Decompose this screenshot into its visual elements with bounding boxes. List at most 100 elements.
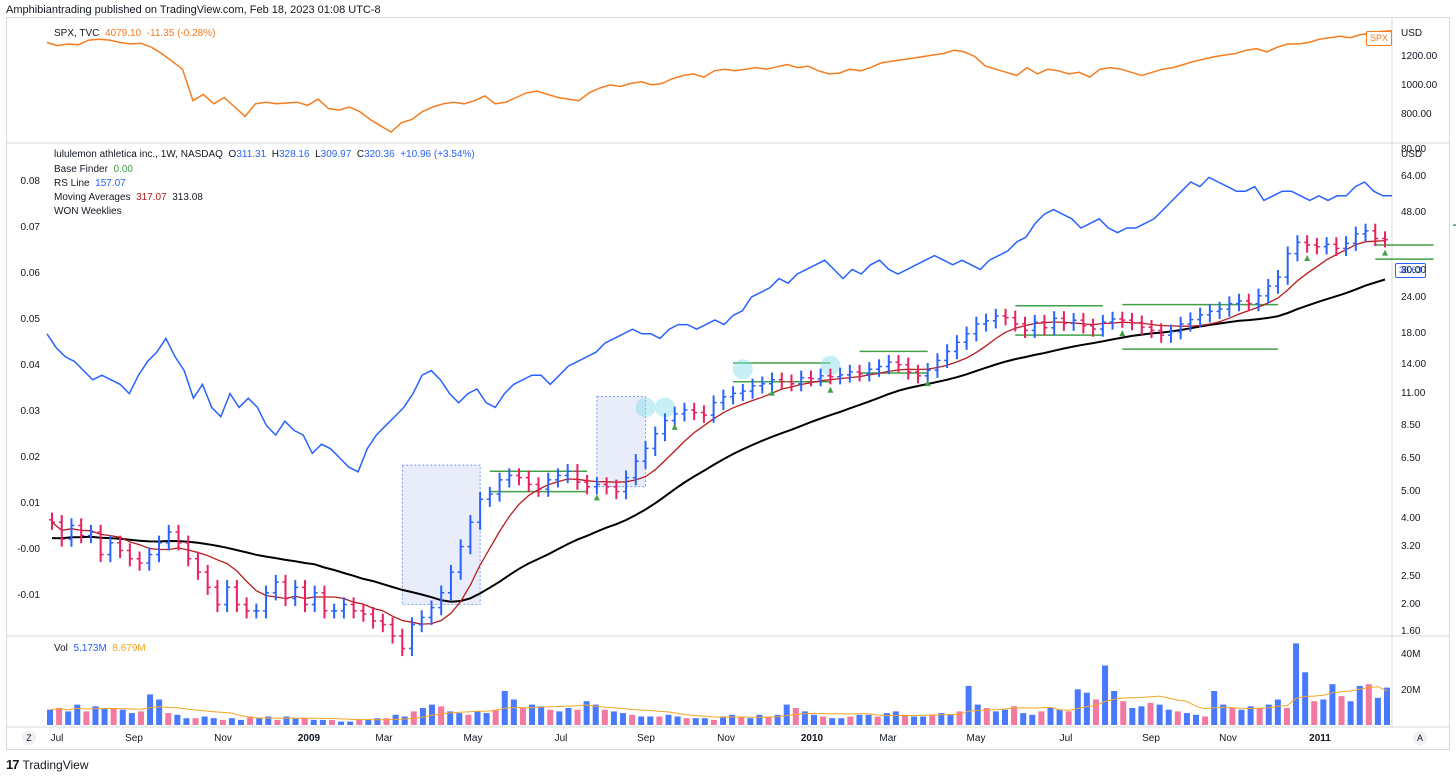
volume-bar (592, 704, 599, 725)
volume-bar (674, 716, 681, 725)
volume-bar (883, 713, 890, 725)
volume-bar (692, 718, 699, 725)
volume-bar (1174, 711, 1181, 725)
volume-bar (56, 708, 63, 725)
volume-bar (1347, 701, 1354, 725)
volume-bar (929, 714, 936, 725)
volume-bar (147, 694, 154, 725)
rs-tick-label: 0.03 (20, 406, 40, 417)
pivot-triangle (827, 386, 834, 393)
time-axis-label: May (463, 733, 483, 744)
volume-bar (710, 719, 717, 725)
time-axis-label: Nov (717, 733, 735, 744)
pivot-triangle (1382, 249, 1388, 256)
rs-tick-label: 0.01 (20, 498, 40, 509)
time-axis-label: Jul (554, 733, 568, 744)
volume-bar (383, 718, 390, 725)
volume-bar (1147, 702, 1154, 725)
volume-bar (1374, 697, 1381, 725)
price-tick-label: 18.00 (1401, 327, 1427, 339)
rs-line (46, 176, 1392, 473)
price-tick-label: 24.00 (1401, 292, 1427, 304)
volume-bar (701, 718, 708, 725)
vol-label: Vol (54, 643, 68, 654)
main-price-tag: 38.63 (1395, 263, 1426, 278)
price-tick-label: 48.00 (1401, 206, 1427, 218)
volume-bar (856, 714, 863, 725)
volume-bar (174, 714, 181, 725)
volume-bar (1256, 708, 1263, 725)
volume-bar (265, 716, 272, 725)
volume-ma-line (49, 686, 1388, 721)
volume-bar (1065, 711, 1072, 725)
volume-bar (1165, 709, 1172, 725)
publish-header: Amphibiantrading published on TradingVie… (6, 4, 381, 16)
volume-bar (656, 716, 663, 725)
volume-bar (1120, 701, 1127, 725)
rs-tick-label: 0.05 (20, 314, 40, 325)
volume-bar (920, 716, 927, 725)
volume-bar (1102, 665, 1109, 725)
volume-bar (492, 709, 499, 725)
time-axis-label: Jul (1059, 733, 1073, 744)
rs-value: 157.07 (95, 178, 126, 189)
volume-bar (1202, 716, 1209, 725)
won-legend: WON Weeklies (54, 206, 122, 217)
volume-bar (1138, 706, 1145, 725)
change-value: +10.96 (+3.54%) (400, 149, 475, 160)
volume-bar (901, 714, 908, 725)
price-tick-label: 14.00 (1401, 358, 1427, 370)
time-axis-label: Jul (50, 733, 64, 744)
volume-bar (792, 708, 799, 725)
z-button[interactable]: Z (22, 731, 36, 745)
volume-bar (729, 714, 736, 725)
high-label: H (271, 149, 279, 160)
price-tick-label: 3.20 (1401, 540, 1421, 552)
price-tick-label: 8.50 (1401, 420, 1421, 432)
volume-bar (765, 716, 772, 725)
rs-legend: RS Line 157.07 (54, 178, 126, 189)
vol-ma-value: 8.679M (112, 643, 146, 654)
volume-bar (1311, 701, 1318, 725)
volume-bar (338, 721, 345, 725)
volume-bar (811, 714, 817, 725)
pivot-triangle (769, 389, 776, 396)
volume-bar (547, 709, 554, 725)
auto-scale-button[interactable]: A (1413, 731, 1427, 745)
volume-bar (747, 718, 754, 725)
spx-tick-1200: 1200.00 (1401, 51, 1438, 62)
highlight-circle (654, 397, 675, 418)
main-legend-title-row: lululemon athletica inc., 1W, NASDAQ O31… (54, 149, 475, 160)
spx-change: -11.35 (-0.28%) (146, 28, 216, 39)
price-tick-label: 2.50 (1401, 571, 1421, 582)
time-axis-label: 2011 (1309, 733, 1331, 744)
volume-bar (192, 718, 199, 725)
volume-bar (1083, 692, 1090, 725)
tradingview-logo-icon: 17 (6, 757, 20, 772)
open-value: 311.31 (236, 149, 267, 160)
volume-bar (328, 719, 335, 725)
volume-bar (1129, 708, 1136, 725)
volume-bar (256, 718, 263, 725)
chart-frame (6, 17, 1450, 750)
volume-bar (638, 716, 645, 725)
volume-bar (738, 716, 745, 725)
volume-bar (865, 714, 872, 725)
volume-bar (647, 716, 654, 725)
time-axis-label: Sep (1142, 733, 1160, 744)
volume-bar (292, 718, 299, 725)
volume-bar (983, 708, 990, 725)
price-tick-label: 1.60 (1401, 626, 1421, 637)
volume-bar (374, 718, 381, 725)
volume-bar (438, 706, 445, 725)
volume-bar (938, 713, 945, 725)
volume-bar (820, 716, 827, 725)
price-tick-label: 5.00 (1401, 485, 1421, 497)
volume-bar (1074, 689, 1081, 725)
volume-bar (1329, 684, 1336, 725)
volume-bar (1047, 708, 1054, 725)
volume-bar (456, 713, 463, 725)
rs-label: RS Line (54, 178, 90, 189)
pivot-triangle (1119, 330, 1126, 337)
volume-bar (110, 708, 117, 725)
